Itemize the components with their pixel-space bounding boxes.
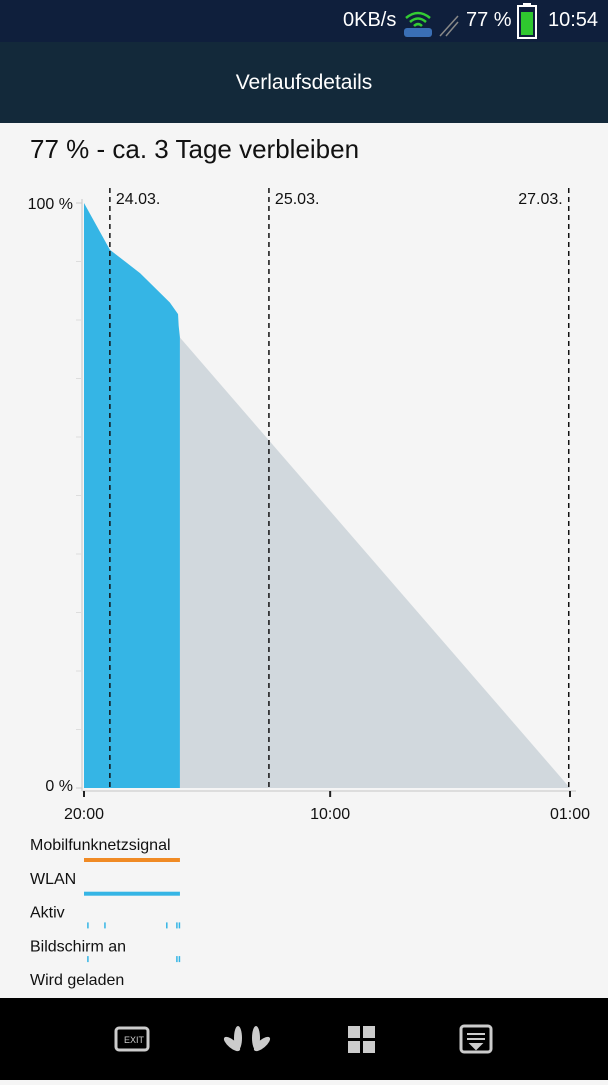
track-label: Wird geladen (30, 972, 124, 989)
track-span (104, 922, 106, 929)
track-label: Aktiv (30, 905, 65, 922)
apps-button[interactable] (348, 1026, 375, 1053)
track-span (87, 956, 89, 963)
chart: 0 % 100 % 20:00 10:00 01:00 24.03. 25.03. 27.03… (28, 188, 590, 989)
app-header: Verlaufsdetails (0, 42, 608, 123)
track-span (178, 956, 181, 963)
summary: 77 % - ca. 3 Tage verbleiben (30, 134, 360, 164)
svg-text:EXIT: EXIT (124, 1035, 145, 1045)
battery-area (84, 203, 180, 788)
track-span (87, 922, 89, 929)
date-label: 27.03. (518, 191, 562, 208)
signal-icons (404, 11, 459, 37)
track-span (166, 922, 168, 929)
header-title: Verlaufsdetails (235, 71, 373, 94)
track-label: WLAN (30, 871, 76, 888)
track-span (176, 956, 178, 963)
track-span (176, 922, 178, 929)
nav-bar: EXIT (0, 998, 608, 1080)
notification-button[interactable] (459, 1024, 493, 1054)
battery-text: 77 % (466, 9, 512, 31)
date-label: 25.03. (275, 191, 319, 208)
track-span (84, 891, 180, 896)
y-tick-label: 0 % (45, 778, 73, 795)
status-bar: 0KB/s 77 % 10:54 (0, 0, 608, 42)
huawei-button[interactable] (222, 1026, 272, 1053)
track-span (178, 922, 181, 929)
clock: 10:54 (548, 9, 599, 31)
track-label: Bildschirm an (30, 938, 126, 955)
y-tick-label: 100 % (28, 196, 73, 213)
x-tick-label: 20:00 (64, 806, 104, 823)
network-speed: 0KB/s (343, 9, 397, 31)
date-label: 24.03. (116, 191, 160, 208)
x-tick-label: 10:00 (310, 806, 350, 823)
nav-icons: EXIT (114, 1024, 493, 1054)
battery-icon (517, 3, 537, 39)
track-label: Mobilfunknetzsignal (30, 837, 171, 854)
battery-area (179, 337, 570, 788)
x-tick-label: 01:00 (550, 806, 590, 823)
track-span (84, 858, 180, 862)
exit-button[interactable]: EXIT (114, 1026, 150, 1052)
